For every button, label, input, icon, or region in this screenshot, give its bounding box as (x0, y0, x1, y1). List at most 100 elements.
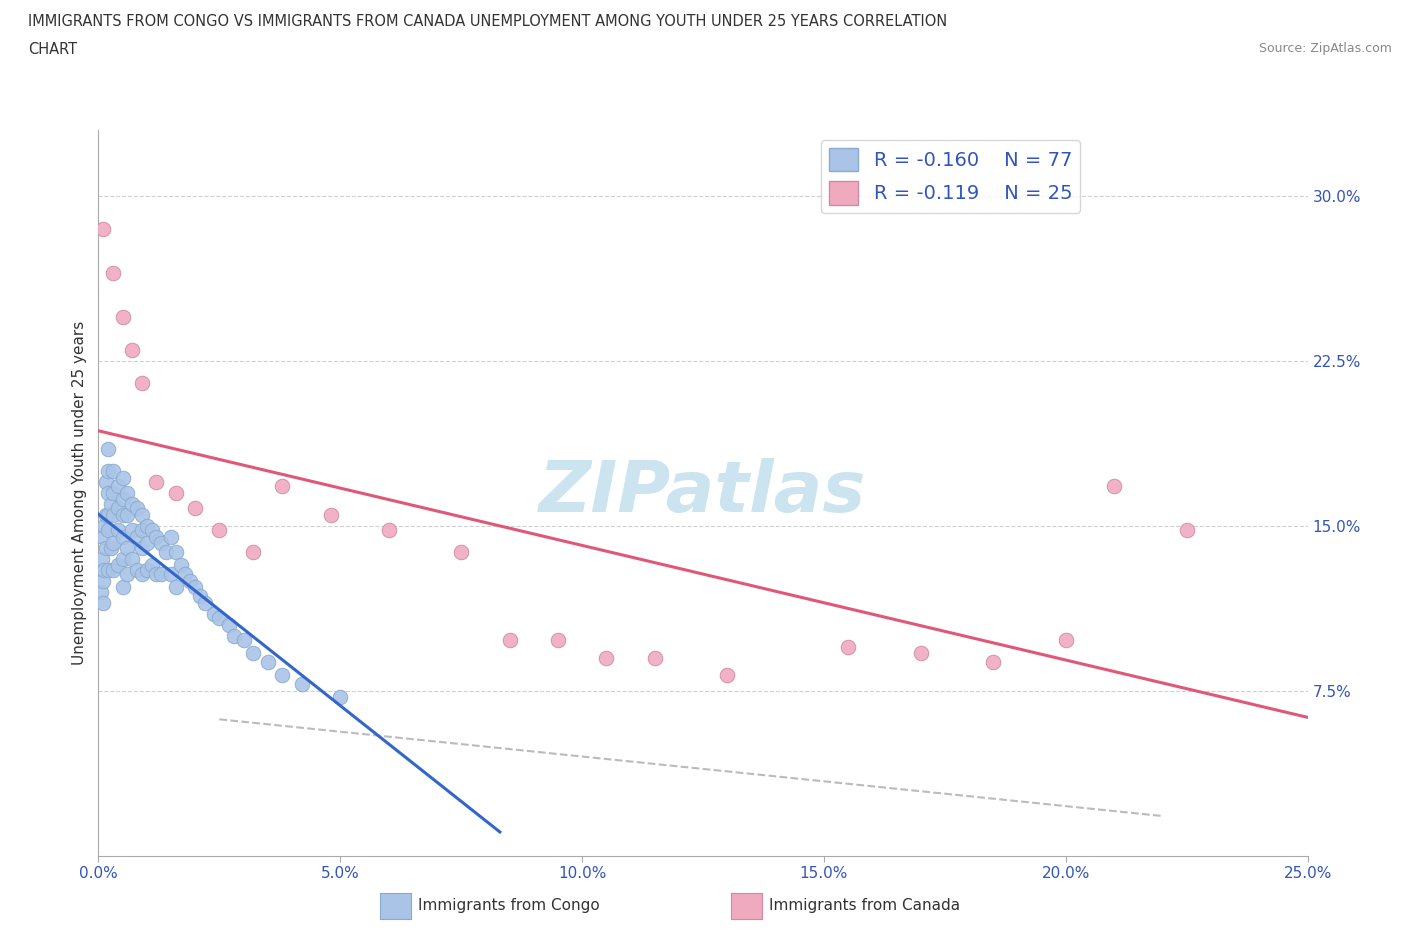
Point (135, 563, 157, 578)
Point (450, 545, 472, 560)
Point (145, 566, 167, 581)
Point (184, 580, 207, 595)
Point (91, 574, 114, 589)
Point (97, 523, 120, 538)
Point (135, 518, 157, 533)
Point (121, 497, 143, 512)
Point (107, 523, 129, 538)
Point (117, 540, 139, 555)
Point (377, 523, 399, 538)
Point (194, 595, 217, 610)
Point (160, 566, 183, 581)
Point (97, 563, 120, 578)
Point (111, 492, 134, 507)
Point (218, 618, 240, 632)
Point (117, 566, 139, 581)
Point (100, 540, 122, 555)
Point (111, 580, 134, 595)
Point (117, 508, 139, 523)
Point (100, 497, 122, 512)
Point (111, 508, 134, 523)
Point (117, 485, 139, 500)
Point (169, 558, 191, 573)
Point (94, 474, 117, 489)
Point (97, 442, 120, 457)
Point (1175, 523, 1198, 538)
Point (101, 266, 124, 281)
Point (1054, 632, 1077, 647)
Point (101, 508, 124, 523)
Point (222, 629, 245, 644)
Point (91, 221, 114, 236)
Point (127, 501, 149, 516)
Point (131, 523, 153, 538)
Point (208, 611, 231, 626)
Point (165, 545, 187, 560)
Point (179, 574, 201, 589)
Point (204, 606, 226, 621)
Point (101, 563, 124, 578)
Point (1102, 479, 1125, 494)
Point (107, 558, 129, 573)
Point (121, 523, 143, 538)
Point (141, 558, 163, 573)
Point (93, 563, 115, 578)
Point (644, 650, 666, 665)
Point (131, 540, 153, 555)
Point (184, 501, 207, 516)
Point (121, 551, 143, 566)
Point (111, 310, 134, 325)
Point (97, 485, 120, 500)
Point (107, 501, 129, 516)
Point (94, 540, 117, 555)
Point (595, 650, 617, 665)
Point (91, 595, 114, 610)
Point (94, 508, 117, 523)
Point (319, 508, 342, 523)
Point (111, 470, 134, 485)
Point (111, 529, 134, 544)
Y-axis label: Unemployment Among Youth under 25 years: Unemployment Among Youth under 25 years (72, 321, 87, 665)
Point (141, 523, 163, 538)
Point (145, 474, 167, 489)
Point (290, 677, 312, 692)
Point (135, 536, 157, 551)
Point (165, 580, 187, 595)
Point (145, 529, 167, 544)
Point (547, 632, 569, 647)
Point (271, 668, 294, 683)
Legend: R = -0.160    N = 77, R = -0.119    N = 25: R = -0.160 N = 77, R = -0.119 N = 25 (821, 140, 1080, 213)
Point (160, 529, 183, 544)
Point (256, 655, 278, 670)
Point (242, 545, 264, 560)
Point (910, 646, 932, 661)
Point (131, 566, 153, 581)
Point (165, 485, 187, 500)
Point (131, 376, 153, 391)
Point (271, 479, 294, 494)
Point (174, 566, 197, 581)
Text: Source: ZipAtlas.com: Source: ZipAtlas.com (1258, 42, 1392, 55)
Point (101, 463, 124, 478)
Point (188, 589, 211, 604)
Point (329, 690, 352, 705)
Point (127, 563, 149, 578)
Point (837, 639, 859, 654)
Text: Immigrants from Canada: Immigrants from Canada (769, 898, 960, 913)
Point (155, 545, 177, 560)
Point (97, 463, 120, 478)
Point (131, 508, 153, 523)
Point (232, 632, 254, 647)
Text: IMMIGRANTS FROM CONGO VS IMMIGRANTS FROM CANADA UNEMPLOYMENT AMONG YOUTH UNDER 2: IMMIGRANTS FROM CONGO VS IMMIGRANTS FROM… (28, 14, 948, 29)
Point (111, 551, 134, 566)
Point (498, 632, 520, 647)
Point (150, 566, 173, 581)
Text: Immigrants from Congo: Immigrants from Congo (418, 898, 599, 913)
Point (91, 551, 114, 566)
Point (242, 646, 264, 661)
Point (150, 536, 173, 551)
Point (91, 529, 114, 544)
Point (716, 668, 738, 683)
Point (90, 584, 112, 599)
Text: ZIPatlas: ZIPatlas (540, 458, 866, 527)
